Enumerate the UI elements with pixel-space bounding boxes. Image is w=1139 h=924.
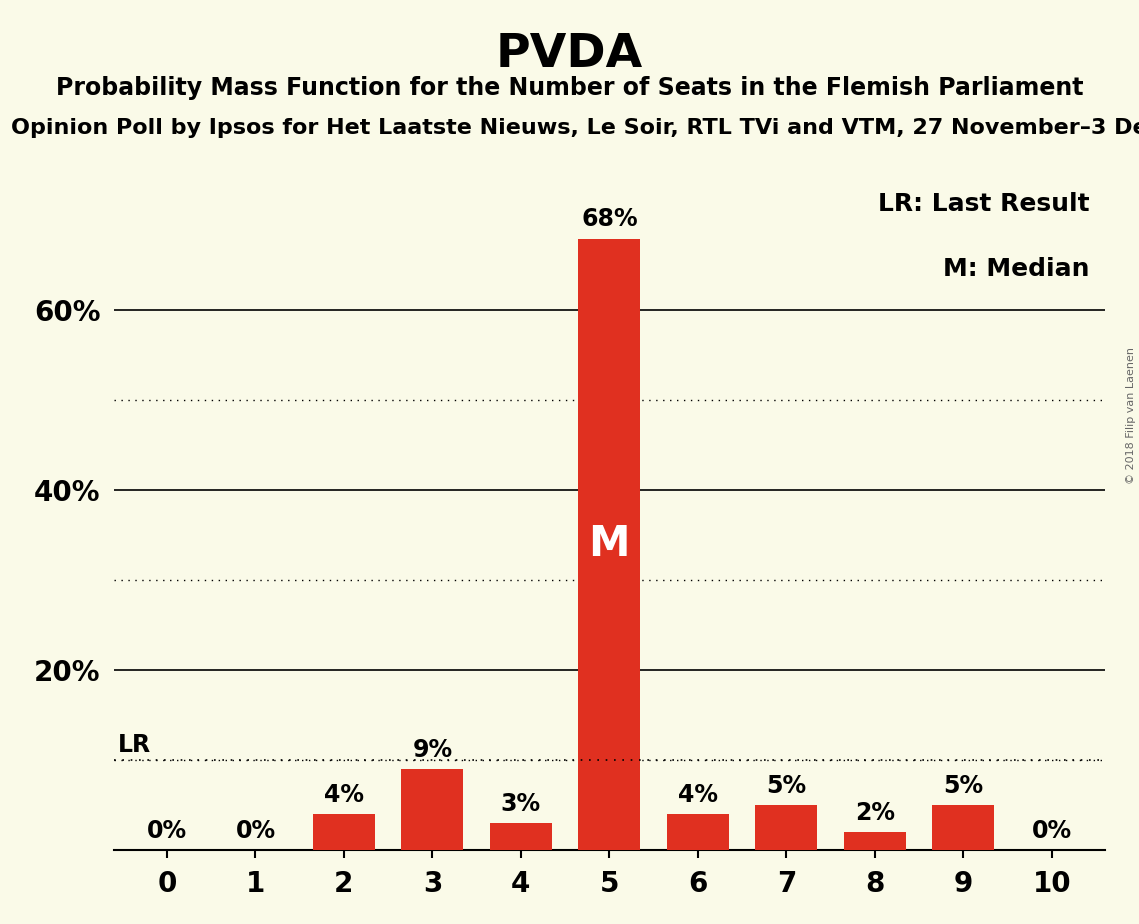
Bar: [666, 814, 729, 850]
Text: M: Median: M: Median: [943, 257, 1090, 281]
Text: 9%: 9%: [412, 738, 452, 762]
Text: 5%: 5%: [943, 774, 983, 798]
Text: 4%: 4%: [678, 783, 718, 807]
Text: PVDA: PVDA: [495, 32, 644, 78]
Bar: [579, 238, 640, 850]
Text: 68%: 68%: [581, 207, 638, 231]
Bar: [490, 823, 552, 850]
Text: 0%: 0%: [236, 819, 276, 843]
Bar: [755, 805, 818, 850]
Text: M: M: [589, 523, 630, 565]
Text: Opinion Poll by Ipsos for Het Laatste Nieuws, Le Soir, RTL TVi and VTM, 27 Novem: Opinion Poll by Ipsos for Het Laatste Ni…: [11, 118, 1139, 139]
Text: 0%: 0%: [147, 819, 187, 843]
Bar: [313, 814, 375, 850]
Bar: [933, 805, 994, 850]
Text: 2%: 2%: [854, 801, 895, 825]
Text: 3%: 3%: [501, 792, 541, 816]
Bar: [401, 769, 464, 850]
Text: 5%: 5%: [767, 774, 806, 798]
Text: 4%: 4%: [323, 783, 364, 807]
Text: © 2018 Filip van Laenen: © 2018 Filip van Laenen: [1126, 347, 1136, 484]
Text: Probability Mass Function for the Number of Seats in the Flemish Parliament: Probability Mass Function for the Number…: [56, 76, 1083, 100]
Bar: [844, 833, 906, 850]
Text: LR: LR: [118, 734, 151, 758]
Text: 0%: 0%: [1032, 819, 1072, 843]
Text: LR: Last Result: LR: Last Result: [878, 192, 1090, 216]
